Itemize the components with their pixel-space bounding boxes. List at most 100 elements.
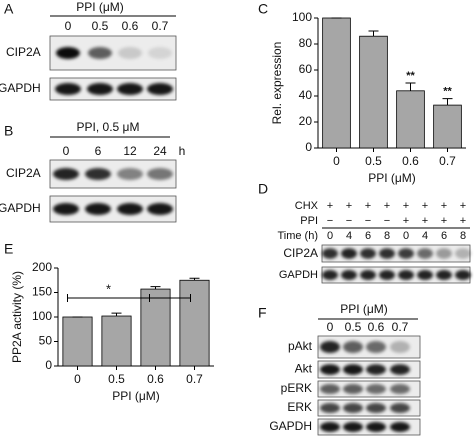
panel-label: A [4, 1, 14, 17]
blot-band [56, 47, 80, 59]
blot-band [379, 270, 395, 280]
condition-mark: + [327, 200, 333, 212]
row-label: CIP2A [283, 246, 318, 260]
condition-mark: − [327, 215, 333, 227]
condition-mark: + [384, 200, 390, 212]
blot-band [53, 203, 79, 215]
row-label: CIP2A [6, 166, 41, 180]
x-tick-label: 0 [74, 372, 81, 386]
x-tick-label: 0.7 [439, 154, 456, 168]
x-tick-label: 0.7 [186, 372, 203, 386]
blot-band [118, 47, 142, 59]
condition-mark: + [422, 200, 428, 212]
significance: ** [406, 70, 415, 82]
y-tick-label: 80 [299, 36, 313, 50]
blot-band [455, 270, 471, 280]
blot-band [436, 270, 452, 280]
blot-band [417, 248, 433, 259]
significance: * [106, 281, 111, 296]
condition-mark: + [441, 215, 447, 227]
condition-label: PPI [300, 215, 318, 227]
error-bar [189, 277, 200, 281]
bar [179, 279, 210, 367]
blot-band [379, 248, 395, 259]
blot-band [53, 168, 79, 180]
lane-label: 0.6 [368, 320, 385, 334]
condition-mark: + [460, 200, 466, 212]
error-bar [405, 82, 416, 91]
blot-band [390, 422, 410, 432]
y-tick-label: 100 [32, 309, 52, 323]
row-label: CIP2A [6, 45, 41, 59]
y-tick-label: 60 [299, 62, 313, 76]
blot-band [117, 168, 143, 180]
blot-band [341, 270, 357, 280]
condition-mark: 0 [403, 230, 409, 242]
condition-mark: 8 [460, 230, 466, 242]
lane-label: 6 [95, 144, 102, 158]
blot-band [455, 248, 471, 259]
bar [140, 288, 171, 367]
blot-band [343, 364, 363, 375]
bar [396, 90, 425, 149]
blot-band [360, 270, 376, 280]
bar [433, 104, 462, 149]
x-tick-label: 0.6 [402, 154, 419, 168]
blot-band [417, 270, 433, 280]
lane-label: 0 [63, 144, 70, 158]
lane-label: 0.5 [345, 320, 362, 334]
condition-mark: 4 [422, 230, 428, 242]
blot-band [320, 403, 340, 413]
bar [359, 35, 388, 149]
blot-band [55, 83, 81, 95]
y-tick-label: 40 [299, 88, 313, 102]
blot-band [320, 384, 340, 394]
blot-band [85, 203, 111, 215]
y-axis-label: Rel. expression [270, 42, 284, 125]
y-tick-label: 50 [39, 334, 53, 348]
condition-mark: + [460, 215, 466, 227]
panel-label: D [258, 181, 268, 197]
blot-band [320, 341, 340, 353]
x-tick-label: 0.6 [147, 372, 164, 386]
y-tick-label: 20 [299, 114, 313, 128]
blot-band [390, 384, 410, 394]
row-label: GAPDH [269, 419, 312, 433]
blot-band [390, 364, 410, 375]
row-label: GAPDH [0, 81, 41, 95]
y-tick-label: 100 [292, 10, 312, 24]
bar [322, 17, 351, 149]
blot-band [117, 203, 143, 215]
blot-band [320, 364, 340, 375]
error-bar [111, 312, 122, 317]
blot-band [366, 403, 386, 413]
x-tick-label: 0.5 [108, 372, 125, 386]
significance-bracket [67, 294, 191, 302]
blot-band [390, 403, 410, 413]
blot-band [341, 248, 357, 259]
bar [62, 316, 93, 367]
blot-band [360, 248, 376, 259]
blot-header: PPI (μM) [76, 0, 124, 14]
panel-label: B [4, 123, 13, 139]
blot-band [436, 248, 452, 259]
blot-band [320, 422, 340, 432]
lane-label: 0.5 [92, 19, 109, 33]
y-axis-label: PP2A activity (%) [10, 271, 24, 363]
lane-label: 24 [153, 144, 167, 158]
blot-band [88, 47, 112, 59]
lane-label: 0.7 [152, 19, 169, 33]
row-label: GAPDH [279, 269, 318, 281]
error-bar [442, 98, 453, 106]
blot-band [343, 341, 363, 353]
error-bar [368, 30, 379, 37]
bar [101, 315, 132, 367]
lane-label: 0 [327, 320, 334, 334]
condition-mark: + [365, 200, 371, 212]
blot-band [85, 168, 111, 180]
row-label: GAPDH [0, 201, 41, 215]
x-axis-label: PPI (μM) [368, 171, 416, 185]
x-tick-label: 0.5 [365, 154, 382, 168]
panel-label: F [258, 305, 267, 321]
